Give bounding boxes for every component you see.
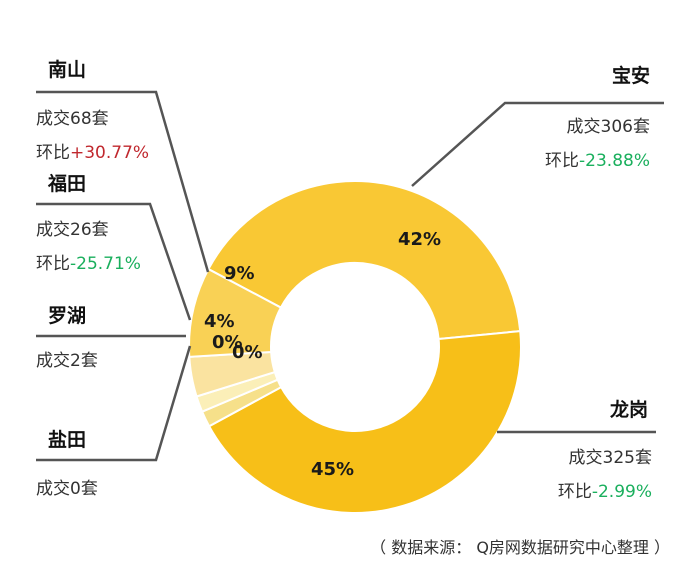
region-name-baoan: 宝安 <box>612 64 650 87</box>
mom-futian: 环比-25.71% <box>36 254 141 274</box>
mom-value-baoan: -23.88% <box>579 151 650 171</box>
region-name-nanshan: 南山 <box>48 59 86 81</box>
callout-baoan: 宝安 成交306套 环比-23.88% <box>545 64 650 171</box>
value-label-longgang: 45% <box>311 459 354 480</box>
value-label-baoan: 42% <box>398 229 441 250</box>
deals-luohu: 成交2套 <box>36 351 98 371</box>
value-label-futian: 4% <box>204 311 235 332</box>
callout-luohu: 罗湖 成交2套 <box>36 305 98 371</box>
region-name-futian: 福田 <box>47 172 86 195</box>
callout-longgang: 龙岗 成交325套 环比-2.99% <box>558 398 652 502</box>
leader-line-futian <box>36 202 192 321</box>
mom-value-futian: -25.71% <box>70 254 141 274</box>
deals-yantian: 成交0套 <box>36 479 98 499</box>
region-name-yantian: 盐田 <box>48 428 86 451</box>
leader-line-baoan <box>411 101 664 187</box>
source-note: （ 数据来源： Q房网数据研究中心整理 ） <box>370 538 670 557</box>
callout-futian: 福田 成交26套 环比-25.71% <box>36 172 141 274</box>
mom-value-longgang: -2.99% <box>592 482 652 502</box>
callout-nanshan: 南山 成交68套 环比+30.77% <box>36 59 149 163</box>
deals-nanshan: 成交68套 <box>36 109 109 129</box>
mom-nanshan: 环比+30.77% <box>36 143 149 163</box>
region-name-longgang: 龙岗 <box>610 398 648 421</box>
donut-slice-baoan <box>207 180 522 341</box>
deals-longgang: 成交325套 <box>569 448 652 468</box>
leader-lines <box>36 90 664 462</box>
leader-line-yantian <box>36 345 192 462</box>
mom-value-nanshan: +30.77% <box>70 143 149 163</box>
deals-futian: 成交26套 <box>36 220 109 240</box>
value-label-luohu: 0% <box>212 332 243 353</box>
callout-yantian: 盐田 成交0套 <box>36 428 98 499</box>
mom-baoan: 环比-23.88% <box>545 151 650 171</box>
region-name-luohu: 罗湖 <box>48 305 86 327</box>
mom-longgang: 环比-2.99% <box>558 482 652 502</box>
value-label-yantian: 0% <box>232 342 263 363</box>
slice-value-labels: 42% 45% 9% 4% 0% 0% <box>204 229 441 480</box>
deals-baoan: 成交306套 <box>567 117 650 137</box>
donut-slice-longgang <box>207 330 522 514</box>
leader-line-nanshan <box>36 90 210 273</box>
value-label-nanshan: 9% <box>224 263 255 284</box>
